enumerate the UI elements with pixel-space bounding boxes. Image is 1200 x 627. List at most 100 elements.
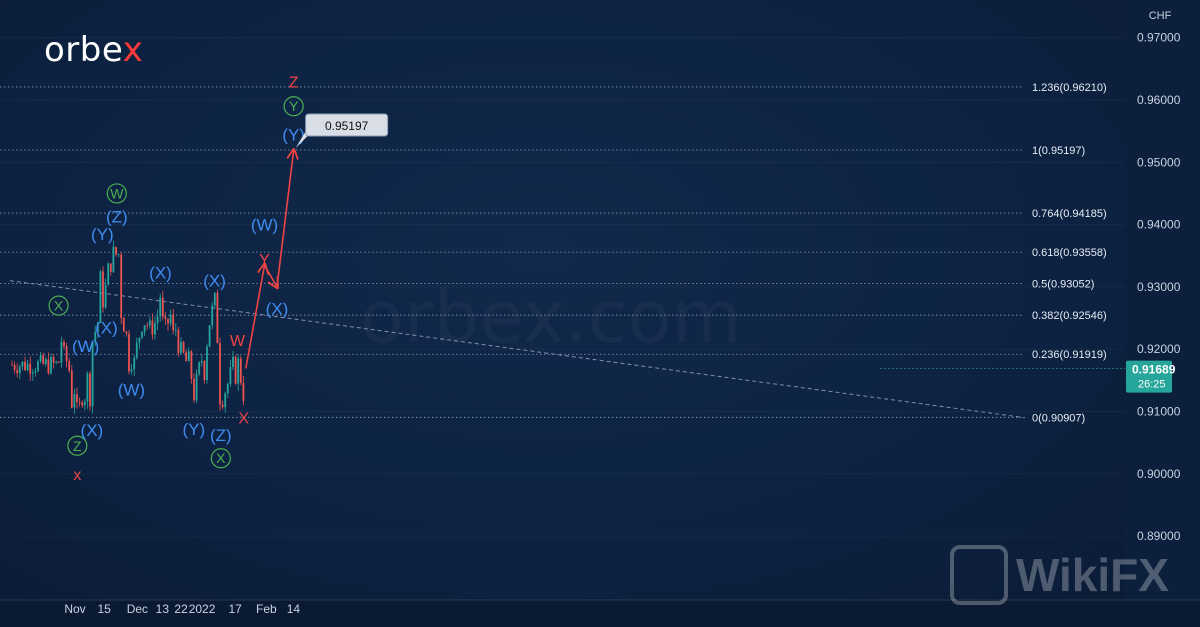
candle bbox=[24, 356, 26, 372]
y-tick-label: 0.96000 bbox=[1137, 93, 1181, 107]
candle bbox=[34, 367, 37, 377]
candle bbox=[70, 365, 73, 409]
candle-body bbox=[70, 370, 73, 408]
candle-body bbox=[104, 285, 107, 308]
orbex-logo: orbex bbox=[44, 30, 143, 70]
x-tick-label: 22 bbox=[174, 602, 188, 616]
candle bbox=[86, 371, 89, 409]
y-tick-label: 0.91000 bbox=[1137, 405, 1181, 419]
candle bbox=[221, 400, 224, 410]
candle-body bbox=[91, 341, 94, 407]
candle bbox=[177, 326, 180, 357]
candle bbox=[159, 293, 162, 322]
candle bbox=[219, 337, 221, 411]
candle bbox=[161, 290, 164, 321]
candle bbox=[226, 382, 229, 399]
wave-labels: XZx(W)(X)(Y)(X)(Z)W(W)(X)(Y)(X)(Z)XWX(W)… bbox=[48, 74, 305, 484]
candle-body bbox=[83, 401, 86, 406]
candles bbox=[11, 240, 245, 414]
candle bbox=[109, 263, 112, 276]
y-tick-label: 0.89000 bbox=[1137, 529, 1181, 543]
candle bbox=[224, 391, 227, 413]
candle bbox=[47, 352, 50, 375]
candle bbox=[37, 359, 39, 373]
target-tag bbox=[305, 113, 389, 137]
projection-segment bbox=[263, 264, 277, 287]
fib-label-1: 1(0.95197) bbox=[1032, 145, 1085, 157]
candle-body bbox=[34, 370, 37, 373]
fib-label-0.764: 0.764(0.94185) bbox=[1032, 208, 1107, 220]
candle-body bbox=[60, 341, 63, 363]
candle bbox=[76, 387, 78, 409]
candle bbox=[213, 292, 216, 309]
candle bbox=[16, 363, 19, 378]
candle bbox=[148, 316, 151, 329]
candle bbox=[169, 309, 172, 327]
candle bbox=[242, 376, 245, 406]
candle-body bbox=[109, 263, 112, 272]
candle-body bbox=[78, 402, 81, 403]
candle bbox=[125, 330, 128, 337]
y-tick-label: 0.97000 bbox=[1137, 31, 1181, 45]
candle bbox=[107, 262, 110, 286]
candle bbox=[55, 360, 58, 365]
wave-label: (W) bbox=[251, 216, 278, 235]
wave-circle bbox=[210, 448, 231, 469]
fibonacci-levels: 1.236(0.96210) 1(0.95197) 0.764(0.94185) 0.… bbox=[0, 82, 1107, 424]
currency-label: CHF bbox=[1149, 10, 1172, 22]
x-tick-label: 13 bbox=[156, 602, 170, 616]
candle-body bbox=[151, 320, 154, 335]
candle bbox=[68, 357, 71, 373]
wave-label: X bbox=[238, 411, 249, 428]
candle bbox=[154, 316, 156, 340]
candle bbox=[78, 397, 81, 407]
candle-body bbox=[42, 355, 45, 364]
candle-body bbox=[216, 292, 219, 344]
candle-body bbox=[107, 263, 110, 286]
wave-label: Y bbox=[289, 98, 299, 114]
candle-body bbox=[221, 404, 224, 408]
x-tick-label: Dec bbox=[127, 602, 148, 616]
candle-body bbox=[122, 318, 125, 332]
price-axis-bg bbox=[1125, 0, 1200, 600]
candle bbox=[174, 323, 177, 336]
candle bbox=[190, 349, 193, 384]
candle-body bbox=[242, 382, 245, 401]
target-tag-label: 0.95197 bbox=[325, 119, 369, 133]
candle bbox=[42, 352, 45, 365]
candle-body bbox=[39, 355, 42, 362]
wave-label: (Y) bbox=[182, 420, 205, 439]
wave-label: (X) bbox=[95, 318, 118, 337]
candle-body bbox=[208, 325, 211, 347]
candle bbox=[141, 331, 143, 340]
candle bbox=[216, 289, 219, 344]
candle-body bbox=[29, 363, 32, 374]
candle bbox=[237, 353, 240, 391]
candle-body bbox=[213, 292, 216, 306]
candle-body bbox=[154, 323, 156, 335]
candle-body bbox=[81, 402, 84, 406]
candle bbox=[91, 340, 94, 414]
candle-countdown: 26:25 bbox=[1138, 379, 1166, 391]
candle bbox=[65, 342, 68, 368]
candle bbox=[128, 330, 130, 375]
wave-label: Z bbox=[289, 74, 299, 91]
wave-circle bbox=[48, 295, 69, 316]
wave-label: Z bbox=[73, 438, 82, 454]
candle bbox=[50, 353, 52, 375]
candle-body bbox=[159, 297, 162, 317]
candle bbox=[156, 309, 159, 330]
candle bbox=[182, 340, 185, 354]
fib-label-0.618: 0.618(0.93558) bbox=[1032, 247, 1107, 259]
candle bbox=[94, 325, 97, 347]
x-tick-label: 17 bbox=[228, 602, 242, 616]
candle-body bbox=[180, 342, 182, 354]
current-price-label: 0.91689 bbox=[1132, 363, 1176, 377]
candle bbox=[232, 350, 234, 371]
y-tick-label: 0.94000 bbox=[1137, 218, 1181, 232]
logo-text: orbe bbox=[44, 30, 123, 70]
candle-body bbox=[141, 331, 143, 338]
wikifx-shield-icon bbox=[950, 545, 1008, 605]
